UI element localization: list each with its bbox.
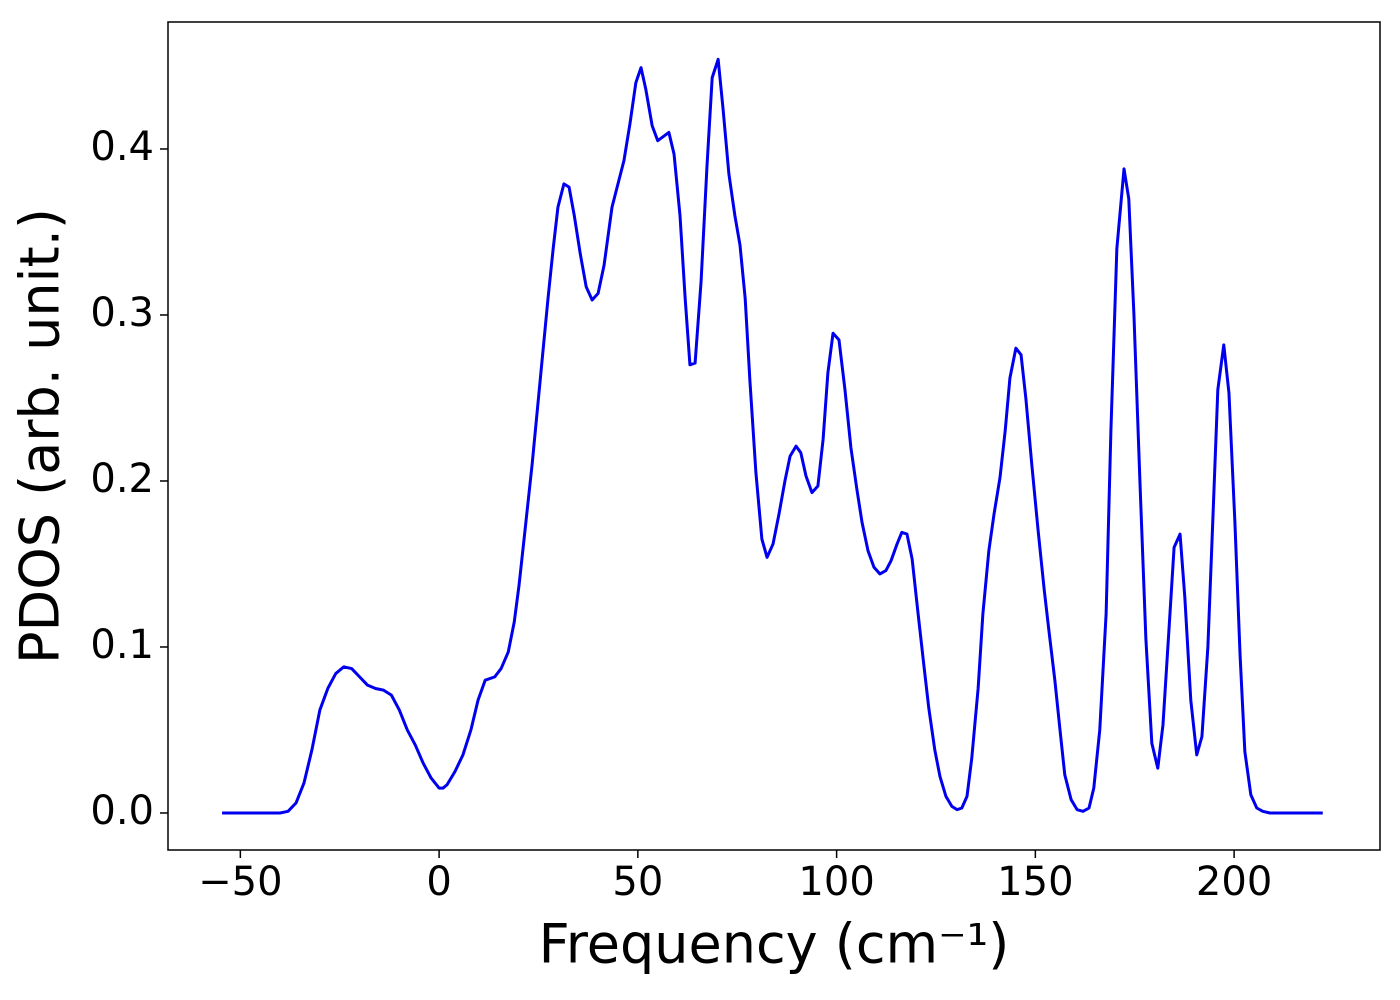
y-tick-label: 0.1 <box>90 622 154 668</box>
x-tick-label: 50 <box>612 859 663 905</box>
y-tick-label: 0.2 <box>90 456 154 502</box>
y-tick-label: 0.0 <box>90 788 154 834</box>
x-tick-label: 100 <box>798 859 874 905</box>
x-tick-label: 150 <box>997 859 1073 905</box>
y-tick-label: 0.3 <box>90 290 154 336</box>
x-tick-label: 0 <box>426 859 451 905</box>
x-tick-label: 200 <box>1196 859 1272 905</box>
line <box>222 57 1323 815</box>
x-axis-label: Frequency (cm⁻¹) <box>539 913 1010 976</box>
plot-frame <box>167 21 1381 851</box>
x-tick-label: −50 <box>198 859 282 905</box>
y-axis-label: PDOS (arb. unit.) <box>9 208 72 664</box>
y-tick-label: 0.4 <box>90 124 154 170</box>
